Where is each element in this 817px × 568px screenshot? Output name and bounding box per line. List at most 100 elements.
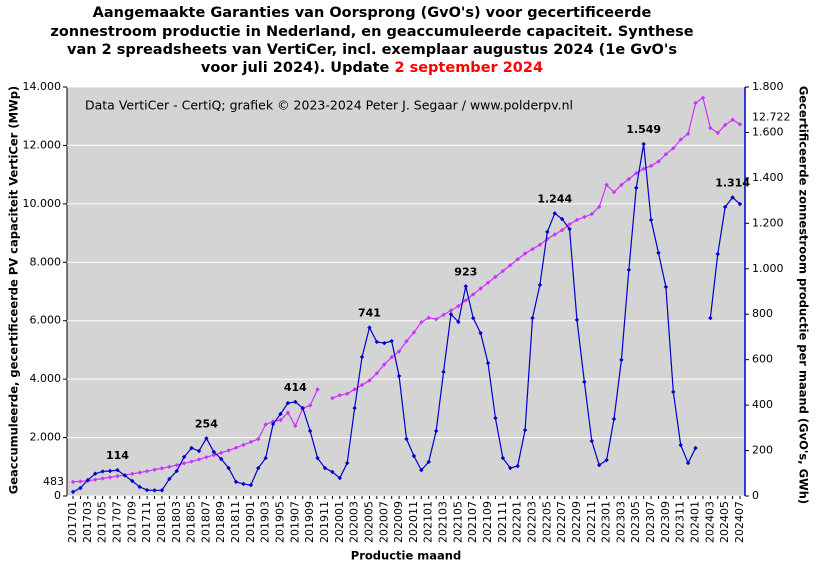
point [196, 448, 202, 454]
point [330, 395, 335, 401]
x-tick-label: 202201 [511, 501, 524, 543]
point [433, 317, 439, 322]
x-tick-label: 202005 [362, 501, 375, 543]
point [730, 117, 735, 122]
point [404, 436, 409, 442]
x-tick-label: 202207 [555, 501, 568, 543]
point [641, 141, 646, 147]
point [219, 450, 224, 455]
x-tick-label: 201809 [214, 501, 227, 543]
point [248, 439, 254, 445]
point [722, 204, 728, 210]
point [152, 488, 157, 493]
y-tick-label: 4.000 [30, 372, 62, 385]
x-tick-label: 201907 [288, 501, 301, 543]
point [337, 393, 342, 398]
point [107, 475, 113, 480]
point [485, 360, 491, 366]
point [737, 122, 743, 127]
point [359, 354, 365, 360]
point [582, 214, 587, 220]
x-tick-label: 201705 [96, 501, 109, 543]
point [137, 470, 142, 475]
y-tick-label: 12.000 [23, 138, 62, 151]
x-tick-label: 201905 [274, 501, 287, 543]
y2-tick-label: 1.800 [752, 80, 784, 93]
point [626, 176, 632, 182]
point [211, 452, 217, 458]
point [678, 442, 683, 448]
y2-tick-label: 400 [752, 398, 773, 411]
point [648, 217, 654, 223]
point [545, 229, 550, 235]
point [530, 246, 535, 252]
point [626, 267, 632, 273]
point [567, 226, 572, 232]
x-tick-label: 202307 [644, 501, 657, 543]
point [419, 467, 424, 473]
point [270, 421, 276, 427]
x-tick-label: 201801 [155, 501, 168, 543]
chart-title: zonnestroom productie in Nederland, en g… [50, 24, 693, 40]
x-tick-label: 202107 [466, 501, 479, 543]
series-line [72, 96, 741, 483]
point [634, 170, 639, 176]
point [589, 211, 594, 217]
point [374, 371, 380, 376]
value-label: 254 [195, 417, 218, 430]
point [463, 298, 468, 303]
point [78, 485, 83, 491]
x-axis-title: Productie maand [351, 549, 461, 563]
point [189, 459, 194, 464]
point [545, 236, 550, 242]
value-label: 1.314 [715, 176, 750, 189]
y-axis-title: Geaccumuleerde, gecertificeerde PV capac… [7, 86, 21, 494]
point [107, 468, 113, 474]
point [181, 454, 187, 460]
y2-tick-label: 1.000 [752, 262, 784, 275]
point [426, 459, 431, 465]
point [441, 369, 446, 375]
x-tick-label: 202109 [481, 501, 494, 543]
y-tick-label: 8.000 [30, 255, 62, 268]
point [663, 151, 669, 157]
point [359, 382, 365, 388]
x-tick-label: 201709 [125, 501, 138, 543]
point [174, 462, 179, 468]
point [233, 479, 239, 485]
y2-tick-label: 1.600 [752, 125, 784, 138]
x-tick-label: 201805 [185, 501, 198, 543]
point [693, 100, 698, 106]
point [715, 251, 720, 257]
point [389, 355, 394, 360]
x-tick-label: 202101 [422, 501, 435, 543]
point [211, 449, 217, 455]
point [404, 338, 409, 344]
point [93, 477, 98, 482]
point [174, 468, 179, 474]
point [374, 339, 380, 345]
x-tick-label: 202303 [614, 501, 627, 543]
point [708, 315, 713, 321]
point [604, 182, 609, 188]
point [159, 488, 165, 493]
point [671, 146, 676, 151]
x-tick-label: 201911 [318, 501, 331, 543]
point [537, 242, 543, 247]
point [493, 415, 498, 421]
point [285, 410, 291, 415]
point [226, 448, 231, 453]
point [500, 268, 506, 274]
x-tick-label: 202111 [496, 501, 509, 543]
point [589, 438, 594, 444]
value-label: 1.244 [537, 192, 572, 205]
point [152, 467, 157, 472]
point [93, 471, 98, 476]
point [737, 201, 743, 207]
point [85, 477, 91, 483]
point [596, 462, 602, 468]
point [656, 250, 661, 256]
point [715, 130, 720, 136]
point [204, 454, 209, 460]
x-tick-label: 202203 [525, 501, 538, 543]
